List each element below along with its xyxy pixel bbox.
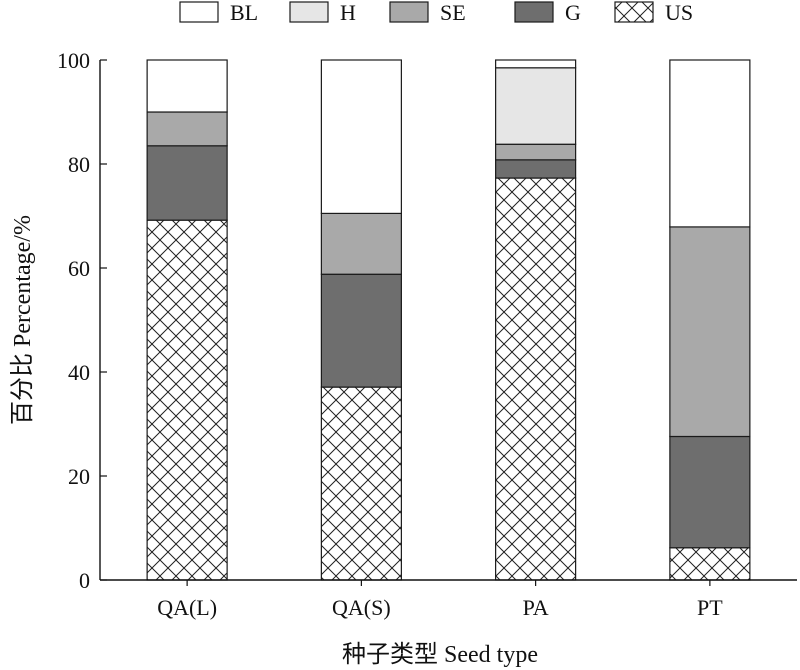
bar-segment-h <box>495 67 577 145</box>
legend: BL H SE G US <box>179 0 693 25</box>
legend-label-g: G <box>565 0 581 25</box>
x-tick-label: QA(S) <box>332 595 391 620</box>
bar-segment-bl <box>146 59 228 113</box>
axes: QA(L) QA(S) PA PT 0 20 40 60 80 100 <box>57 48 797 620</box>
y-axis-title: 百分比 Percentage/% <box>9 215 36 425</box>
bar-segment-g <box>669 435 751 549</box>
legend-swatch-se <box>389 1 429 23</box>
bar-segment-us <box>669 547 751 581</box>
bar-segment-bl <box>320 59 402 214</box>
legend-swatch-h <box>289 1 329 23</box>
legend-label-us: US <box>665 0 693 25</box>
bar-segment-bl <box>495 59 577 69</box>
legend-label-bl: BL <box>230 0 258 25</box>
plot-area <box>146 59 751 581</box>
x-tick-label: PT <box>697 595 723 620</box>
bar-segment-g <box>146 145 228 221</box>
bar-segment-se <box>669 226 751 438</box>
bar-segment-se <box>495 143 577 161</box>
legend-swatch-us <box>614 1 654 23</box>
y-tick-label: 40 <box>68 360 90 385</box>
y-tick-label: 20 <box>68 464 90 489</box>
bar-segment-us <box>495 177 577 581</box>
legend-swatch-g <box>514 1 554 23</box>
legend-label-se: SE <box>440 0 466 25</box>
bar-segment-se <box>320 212 402 275</box>
x-axis-title: 种子类型 Seed type <box>342 641 538 668</box>
y-tick-label: 80 <box>68 152 90 177</box>
y-tick-label: 100 <box>57 48 90 73</box>
bar-segment-g <box>320 273 402 388</box>
y-tick-label: 60 <box>68 256 90 281</box>
x-tick-label: PA <box>523 595 549 620</box>
bar-segment-bl <box>669 59 751 228</box>
bar-segment-us <box>146 219 228 581</box>
x-tick-label: QA(L) <box>157 595 217 620</box>
bar-segment-g <box>495 159 577 179</box>
legend-swatch-bl <box>179 1 219 23</box>
bar-segment-us <box>320 386 402 581</box>
y-tick-label: 0 <box>79 568 90 593</box>
bar-segment-se <box>146 111 228 147</box>
legend-label-h: H <box>340 0 356 25</box>
